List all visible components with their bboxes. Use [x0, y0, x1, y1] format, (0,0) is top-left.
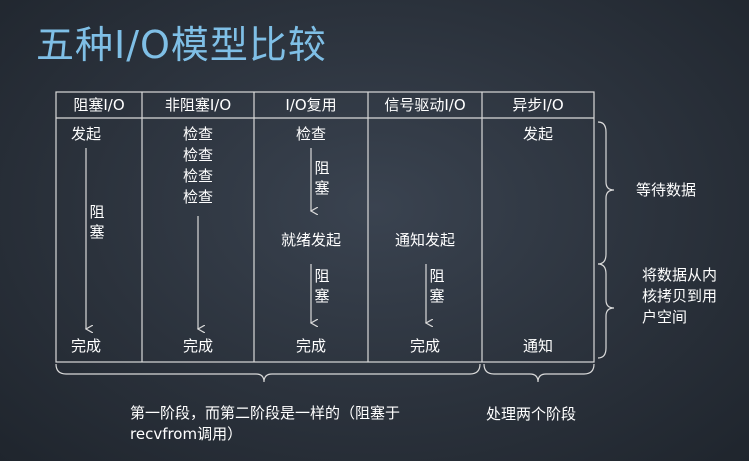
- multiplex-start: 检查: [295, 125, 326, 143]
- blocking-label: 阻塞: [89, 203, 105, 241]
- header-async-io: 异步I/O: [512, 96, 564, 114]
- brace-async: [483, 363, 595, 383]
- note-async: 处理两个阶段: [486, 405, 577, 423]
- header-blocking-io: 阻塞I/O: [73, 96, 125, 114]
- nonblocking-check-2: 检查: [182, 146, 213, 164]
- brace-first-four: [55, 363, 481, 383]
- signal-end: 完成: [409, 337, 440, 355]
- header-signal-driven-io: 信号驱动I/O: [384, 96, 466, 114]
- nonblocking-check-1: 检查: [182, 125, 213, 143]
- nonblocking-check-3: 检查: [182, 167, 213, 185]
- blocking-end: 完成: [70, 337, 101, 355]
- signal-block: 阻塞: [429, 267, 445, 305]
- stage-copy-label: 将数据从内核拷贝到用户空间: [642, 266, 718, 326]
- multiplex-block-1: 阻塞: [314, 159, 330, 197]
- page-title: 五种I/O模型比较: [36, 23, 327, 67]
- multiplex-block-2: 阻塞: [314, 267, 330, 305]
- note-first-stage: 第一阶段，而第二阶段是一样的（阻塞于recvfrom调用）: [130, 404, 401, 443]
- table-frame: [55, 91, 595, 363]
- multiplex-ready: 就绪发起: [280, 231, 341, 249]
- header-nonblocking-io: 非阻塞I/O: [164, 96, 232, 114]
- multiplex-end: 完成: [295, 337, 326, 355]
- brace-wait: [597, 121, 615, 265]
- async-start: 发起: [522, 125, 553, 143]
- header-io-multiplexing: I/O复用: [285, 96, 337, 114]
- signal-ready: 通知发起: [394, 231, 455, 249]
- stage-wait-label: 等待数据: [636, 181, 697, 199]
- async-end: 通知: [522, 337, 553, 355]
- nonblocking-check-4: 检查: [182, 188, 213, 206]
- brace-copy: [597, 263, 615, 359]
- blocking-start: 发起: [70, 125, 101, 143]
- nonblocking-end: 完成: [182, 337, 213, 355]
